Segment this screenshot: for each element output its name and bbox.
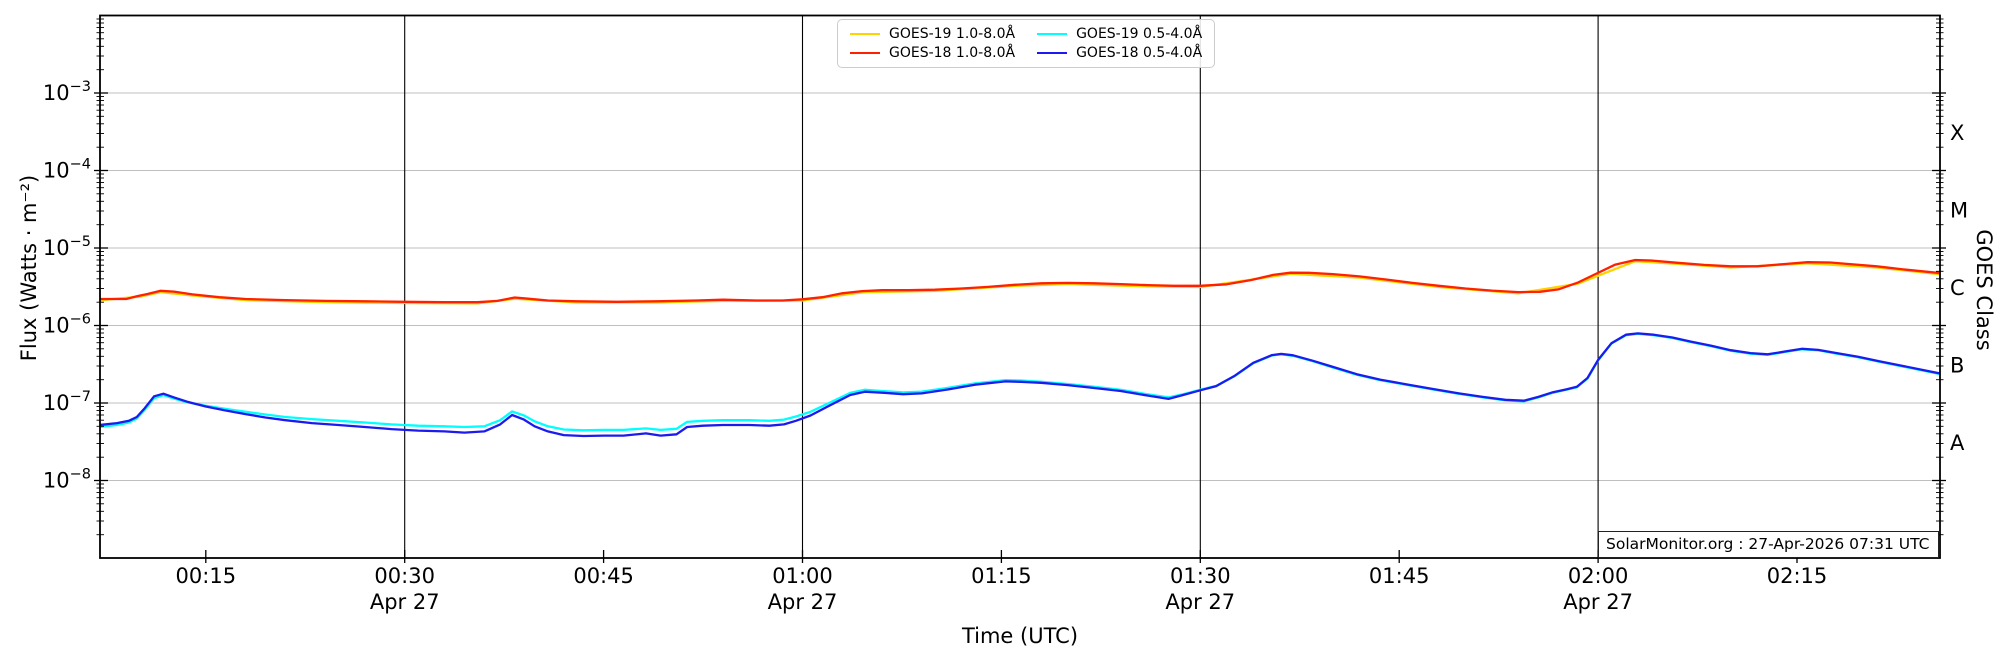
- y-tick-label: 10−6: [43, 312, 91, 338]
- legend-label: GOES-19 0.5-4.0Å: [1076, 26, 1203, 42]
- series-goes19-long: [100, 260, 1940, 305]
- y-tick-label: 10−8: [43, 467, 91, 493]
- x-tick-label: 02:00: [1568, 564, 1629, 588]
- x-tick-label: 01:15: [971, 564, 1032, 588]
- legend-item: GOES-19 0.5-4.0Å: [1037, 26, 1202, 42]
- credit-box: SolarMonitor.org : 27-Apr-2026 07:31 UTC: [1598, 531, 1939, 558]
- series-goes18-short: [100, 332, 1940, 438]
- legend-label: GOES-18 0.5-4.0Å: [1076, 45, 1203, 61]
- y-tick-label: 10−7: [43, 389, 91, 415]
- x-date-label: Apr 27: [768, 590, 838, 614]
- x-tick-label: 00:15: [176, 564, 237, 588]
- x-date-label: Apr 27: [1165, 590, 1235, 614]
- legend-line-swatch: [1037, 32, 1068, 36]
- x-tick-label: 02:15: [1767, 564, 1828, 588]
- legend-line-swatch: [850, 51, 880, 55]
- goes-class-label: B: [1950, 353, 1964, 377]
- plot-border: [99, 14, 1941, 559]
- x-tick-label: 01:00: [772, 564, 833, 588]
- legend-label: GOES-18 1.0-8.0Å: [889, 45, 1016, 61]
- x-date-label: Apr 27: [1563, 590, 1633, 614]
- legend-item: GOES-18 0.5-4.0Å: [1037, 45, 1202, 61]
- legend-item: GOES-18 1.0-8.0Å: [850, 45, 1015, 61]
- y-axis-label-left: Flux (Watts · m⁻²): [17, 174, 41, 362]
- goes-class-label: A: [1950, 431, 1965, 455]
- legend-label: GOES-19 1.0-8.0Å: [889, 26, 1016, 42]
- x-date-label: Apr 27: [370, 590, 440, 614]
- y-tick-label: 10−4: [43, 157, 91, 183]
- x-tick-label: 01:45: [1369, 564, 1430, 588]
- x-axis-label: Time (UTC): [961, 624, 1079, 648]
- y-axis-label-right: GOES Class: [1972, 229, 1996, 351]
- legend-line-swatch: [850, 32, 880, 36]
- legend-line-swatch: [1037, 51, 1068, 55]
- series-goes18-long: [100, 258, 1940, 304]
- legend-item: GOES-19 1.0-8.0Å: [850, 26, 1015, 42]
- x-tick-label: 01:30: [1170, 564, 1231, 588]
- goes-class-label: M: [1950, 198, 1968, 222]
- goes-class-label: C: [1950, 276, 1965, 300]
- x-tick-label: 00:45: [573, 564, 634, 588]
- x-tick-label: 00:30: [374, 564, 435, 588]
- legend: GOES-19 1.0-8.0Å GOES-19 0.5-4.0Å GOES-18 …: [837, 19, 1216, 68]
- y-tick-label: 10−5: [43, 234, 91, 260]
- goes-class-label: X: [1950, 121, 1964, 145]
- y-tick-label: 10−3: [43, 79, 91, 105]
